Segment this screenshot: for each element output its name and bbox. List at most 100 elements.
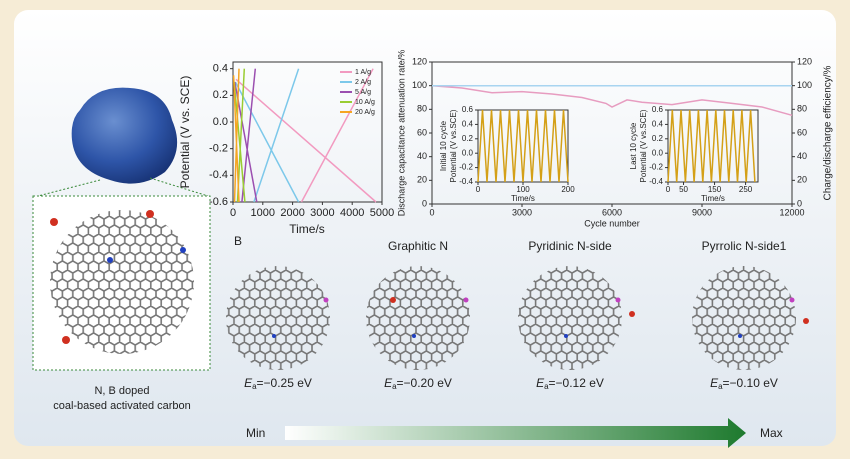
x-tick-label: 150: [708, 185, 722, 194]
x-tick-label: 6000: [602, 207, 622, 217]
y-axis-label: Potential (V vs. SCE): [178, 76, 192, 189]
inset-title: Last 10 cycle: [629, 122, 638, 169]
adsorbate: [390, 297, 396, 303]
panel-label: B: [234, 234, 242, 248]
y-axis-label: Potential (V vs.SCE): [449, 109, 458, 182]
legend-label: 1 A/g: [355, 69, 371, 76]
atom: [324, 298, 329, 303]
atom: [180, 247, 186, 253]
x-axis-label: Time/s: [511, 194, 535, 203]
x-tick-label: 1000: [251, 207, 275, 219]
y-tick-label: 0: [797, 198, 802, 208]
y-tick-label: 0.0: [213, 116, 228, 128]
x-tick-label: 2000: [280, 207, 304, 219]
x-tick-label: 3000: [310, 207, 334, 219]
energy-value: =−0.10 eV: [723, 376, 778, 390]
y-tick-label: -0.2: [209, 143, 228, 155]
structure-title: Pyridinic N-side: [528, 239, 612, 253]
structure: [226, 266, 330, 370]
x-tick-label: 0: [230, 207, 236, 219]
adsorbate: [629, 311, 635, 317]
energy-value: =−0.25 eV: [257, 376, 312, 390]
y-tick-label: 80: [417, 104, 427, 114]
y-tick-label: -0.6: [209, 196, 228, 208]
structure: [518, 266, 622, 370]
y-tick-label: -0.4: [459, 177, 473, 186]
caption: N, B doped: [94, 385, 149, 397]
x-axis-label: Time/s: [701, 194, 725, 203]
caption: coal-based activated carbon: [53, 400, 191, 412]
y-tick-label: 0.6: [652, 105, 664, 114]
x-tick-label: 200: [561, 185, 575, 194]
structure-title: Graphitic N: [388, 239, 448, 253]
y-tick-label: 0.0: [652, 148, 664, 157]
legend-label: 2 A/g: [355, 79, 371, 86]
y-tick-label: -0.4: [209, 169, 228, 181]
structure-title: Pyrrolic N-side1: [702, 239, 787, 253]
x-tick-label: 250: [739, 185, 753, 194]
x-tick-label: 0: [429, 207, 434, 217]
scale-min: Min: [246, 426, 265, 440]
atom: [564, 334, 568, 338]
y-tick-label: 120: [797, 56, 812, 66]
y-tick-label: 0.4: [652, 120, 664, 129]
atom: [738, 334, 742, 338]
structure: [692, 266, 796, 370]
y-tick-label: 60: [797, 127, 807, 137]
adsorbate: [803, 318, 809, 324]
y-tick-label: 0.4: [462, 120, 474, 129]
scale-max: Max: [760, 426, 783, 440]
atom: [464, 298, 469, 303]
y-tick-label: -0.4: [649, 177, 663, 186]
y-axis-label: Discharge capacitance attenuation rate/%: [396, 50, 406, 217]
y-tick-label: 20: [417, 175, 427, 185]
y-tick-label: 0.2: [213, 89, 228, 101]
y-tick-label: 0.2: [462, 134, 474, 143]
y-tick-label: 60: [417, 127, 427, 137]
y-tick-label: -0.2: [459, 163, 473, 172]
y-tick-label: 40: [417, 151, 427, 161]
atom: [107, 257, 113, 263]
y-tick-label: 0.6: [462, 105, 474, 114]
inset-title: Initial 10 cycle: [439, 120, 448, 171]
y-tick-label: 100: [412, 80, 427, 90]
atom: [790, 298, 795, 303]
legend-label: 20 A/g: [355, 109, 375, 116]
legend-label: 10 A/g: [355, 99, 375, 106]
y-tick-label: 0.2: [652, 134, 664, 143]
x-tick-label: 5000: [370, 207, 394, 219]
x-tick-label: 12000: [779, 207, 804, 217]
x-tick-label: 50: [679, 185, 688, 194]
atom: [62, 336, 70, 344]
x-axis-label: Time/s: [289, 222, 325, 236]
y-tick-label: 40: [797, 151, 807, 161]
x-tick-label: 9000: [692, 207, 712, 217]
y-tick-label: 0.4: [213, 63, 228, 75]
atom: [412, 334, 416, 338]
energy-value: =−0.20 eV: [397, 376, 452, 390]
x-tick-label: 3000: [512, 207, 532, 217]
structure: [366, 266, 470, 370]
y-tick-label: 0.0: [462, 148, 474, 157]
atom: [272, 334, 276, 338]
y-tick-label: -0.2: [649, 163, 663, 172]
x-tick-label: 0: [666, 185, 671, 194]
atom: [146, 210, 154, 218]
legend-label: 5 A/g: [355, 89, 371, 96]
y2-axis-label: Charge/discharge efficiency/%: [823, 65, 834, 200]
x-tick-label: 0: [476, 185, 481, 194]
x-tick-label: 4000: [340, 207, 364, 219]
x-tick-label: 100: [516, 185, 530, 194]
y-tick-label: 20: [797, 175, 807, 185]
y-tick-label: 80: [797, 104, 807, 114]
x-axis-label: Cycle number: [584, 218, 640, 228]
y-tick-label: 0: [422, 198, 427, 208]
y-tick-label: 120: [412, 56, 427, 66]
y-tick-label: 100: [797, 80, 812, 90]
energy-value: =−0.12 eV: [549, 376, 604, 390]
figure: N, B doped coal-based activated carbon B…: [0, 0, 850, 454]
y-axis-label: Potential (V vs.SCE): [639, 109, 648, 182]
atom: [50, 218, 58, 226]
structure: [50, 210, 194, 354]
atom: [616, 298, 621, 303]
